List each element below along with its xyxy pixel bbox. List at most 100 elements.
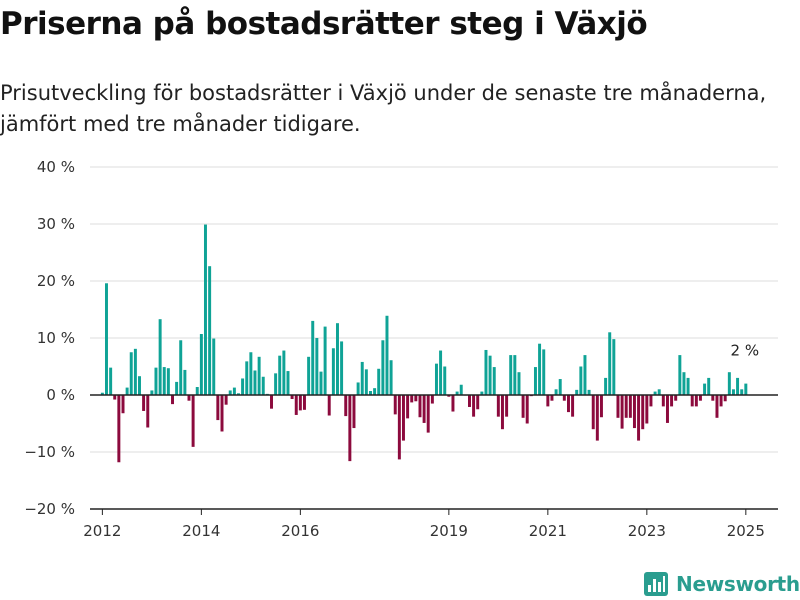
bar-negative bbox=[620, 395, 624, 429]
bar-positive bbox=[731, 389, 735, 395]
bar-negative bbox=[414, 395, 418, 402]
brand-logo: Newsworthy bbox=[644, 568, 800, 600]
y-tick-label: 20 % bbox=[37, 272, 75, 290]
bar-negative bbox=[698, 395, 702, 401]
bar-positive bbox=[583, 355, 587, 395]
bar-negative bbox=[468, 395, 471, 407]
bar-positive bbox=[604, 377, 608, 395]
bar-positive bbox=[100, 392, 104, 395]
bar-positive bbox=[385, 315, 389, 395]
bar-negative bbox=[645, 395, 649, 424]
x-tick-label: 2012 bbox=[83, 522, 121, 540]
bar-positive bbox=[538, 343, 542, 395]
bar-positive bbox=[203, 224, 207, 395]
bar-negative bbox=[393, 395, 397, 415]
bar-negative bbox=[344, 395, 348, 417]
bar-positive bbox=[257, 356, 261, 395]
y-tick-label: −10 % bbox=[24, 443, 75, 461]
bar-positive bbox=[261, 376, 265, 395]
x-tick-label: 2016 bbox=[281, 522, 319, 540]
bar-positive bbox=[208, 266, 212, 395]
bar-positive bbox=[133, 348, 137, 395]
bar-positive bbox=[315, 338, 319, 395]
bar-positive bbox=[183, 369, 187, 395]
axes bbox=[90, 394, 778, 510]
bar-positive bbox=[109, 367, 113, 395]
bar-positive bbox=[389, 360, 393, 395]
last-value-annotation: 2 % bbox=[731, 342, 760, 360]
bar-negative bbox=[637, 395, 641, 441]
bar-negative bbox=[500, 395, 504, 430]
bar-positive bbox=[740, 389, 744, 395]
bar-positive bbox=[199, 334, 203, 395]
bar-positive bbox=[434, 363, 438, 395]
bar-positive bbox=[162, 367, 166, 395]
bar-negative bbox=[410, 395, 414, 403]
bar-negative bbox=[674, 395, 678, 401]
bar-positive bbox=[232, 387, 236, 395]
bar-negative bbox=[595, 395, 599, 441]
bar-positive bbox=[360, 361, 364, 395]
bar-positive bbox=[249, 352, 253, 395]
bar-negative bbox=[401, 395, 405, 441]
bar-negative bbox=[224, 395, 228, 405]
bar-negative bbox=[591, 395, 595, 430]
page-subtitle: Prisutveckling för bostadsrätter i Växjö… bbox=[0, 81, 767, 136]
bar-negative bbox=[632, 395, 636, 429]
bar-positive bbox=[129, 352, 133, 395]
y-tick-label: 0 % bbox=[46, 386, 75, 404]
bar-negative bbox=[567, 395, 570, 413]
bar-negative bbox=[641, 395, 645, 430]
bar-positive bbox=[587, 389, 591, 395]
bar-positive bbox=[575, 389, 579, 395]
y-axis-tick-labels: 40 % 30 % 20 % 10 % 0 % −10 % −20 % bbox=[24, 158, 75, 518]
bar-negative bbox=[406, 395, 410, 419]
x-tick-label: 2025 bbox=[727, 522, 765, 540]
bar-negative bbox=[348, 395, 352, 462]
x-tick-label: 2019 bbox=[430, 522, 468, 540]
bar-positive bbox=[253, 370, 257, 395]
page-title: Priserna på bostadsrätter steg i Växjö bbox=[0, 6, 648, 42]
bar-positive bbox=[727, 372, 731, 395]
bar-negative bbox=[599, 395, 603, 418]
bar-positive bbox=[509, 355, 513, 395]
bars bbox=[100, 224, 748, 463]
bar-positive bbox=[195, 387, 199, 395]
bar-positive bbox=[166, 368, 170, 395]
bar-positive bbox=[439, 350, 443, 395]
bar-negative bbox=[294, 395, 298, 415]
bar-positive bbox=[744, 383, 748, 395]
bar-positive bbox=[533, 367, 537, 395]
bar-positive bbox=[340, 341, 344, 395]
bar-negative bbox=[191, 395, 195, 447]
bar-positive bbox=[274, 373, 278, 395]
bar-negative bbox=[327, 395, 331, 416]
bar-positive bbox=[686, 377, 690, 395]
bar-negative bbox=[496, 395, 500, 417]
bar-negative bbox=[216, 395, 220, 421]
bar-positive bbox=[579, 366, 583, 395]
bar-negative bbox=[422, 395, 426, 423]
bar-negative bbox=[562, 395, 566, 401]
y-tick-label: −20 % bbox=[24, 500, 75, 518]
bar-negative bbox=[171, 395, 174, 405]
bar-positive bbox=[282, 350, 286, 395]
bar-positive bbox=[138, 376, 141, 395]
bar-positive bbox=[736, 377, 740, 395]
bar-positive bbox=[542, 349, 546, 395]
bar-positive bbox=[158, 319, 162, 395]
bar-negative bbox=[220, 395, 224, 432]
bar-positive bbox=[373, 388, 377, 395]
bar-negative bbox=[298, 395, 302, 411]
bar-positive bbox=[356, 382, 360, 395]
bar-negative bbox=[302, 395, 306, 410]
bar-negative bbox=[397, 395, 401, 460]
bar-positive bbox=[381, 340, 385, 395]
bar-positive bbox=[653, 391, 657, 395]
bar-positive bbox=[237, 393, 240, 395]
bar-positive bbox=[179, 340, 183, 395]
x-tick-label: 2021 bbox=[529, 522, 567, 540]
bar-positive bbox=[513, 355, 517, 395]
bar-positive bbox=[455, 391, 459, 395]
bar-positive bbox=[369, 391, 372, 395]
